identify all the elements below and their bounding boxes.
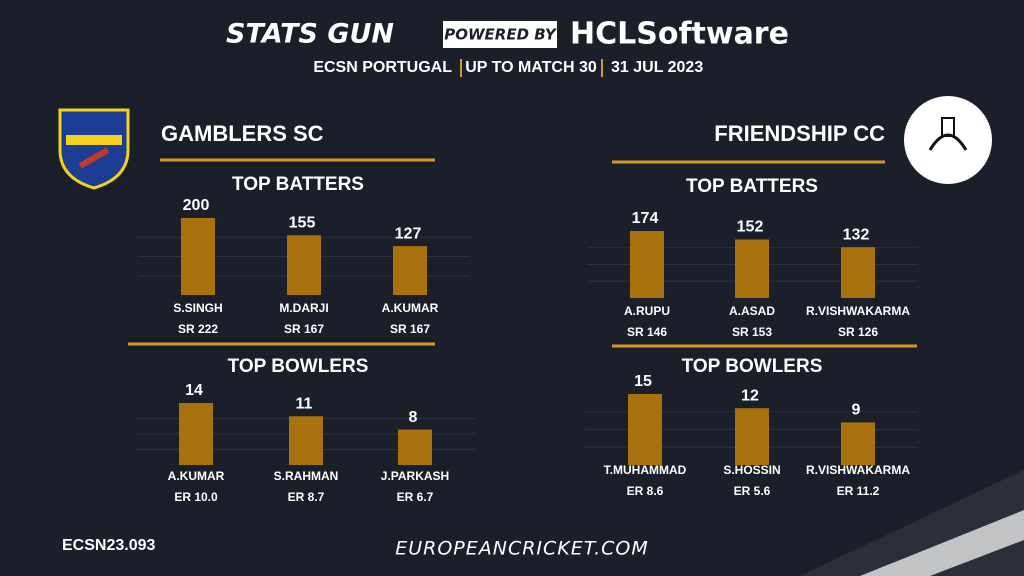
footer-site: EUROPEANCRICKET.COM — [395, 538, 649, 560]
sub-label: ER 5.6 — [734, 484, 771, 498]
value-label: 14 — [185, 382, 203, 399]
value-label: 132 — [843, 226, 870, 243]
sub-label: SR 167 — [390, 322, 430, 336]
sub-label: SR 126 — [838, 325, 878, 339]
sub-label: SR 167 — [284, 322, 324, 336]
bar — [287, 235, 321, 295]
brand: STATS GUN — [226, 19, 394, 50]
bar — [841, 422, 875, 465]
subtitle-part: ECSN PORTUGAL — [313, 59, 452, 76]
bar — [735, 408, 769, 465]
bar — [735, 239, 769, 298]
bar — [393, 246, 427, 295]
sub-label: SR 153 — [732, 325, 772, 339]
team-name: GAMBLERS SC — [161, 121, 324, 146]
sub-label: ER 8.7 — [288, 490, 325, 504]
team-logo — [904, 96, 992, 184]
value-label: 11 — [296, 396, 313, 413]
category-label: A.KUMAR — [382, 301, 439, 315]
category-label: S.HOSSIN — [723, 463, 780, 477]
bar — [630, 231, 664, 298]
value-label: 8 — [409, 409, 418, 426]
category-label: S.RAHMAN — [274, 469, 339, 483]
team-name: FRIENDSHIP CC — [714, 121, 885, 146]
bar — [841, 247, 875, 298]
value-label: 155 — [289, 215, 316, 232]
sub-label: ER 6.7 — [397, 490, 434, 504]
bar — [179, 403, 213, 465]
sub-label: SR 222 — [178, 322, 218, 336]
category-label: R.VISHWAKARMA — [806, 304, 910, 318]
sub-label: ER 10.0 — [174, 490, 218, 504]
value-label: 15 — [634, 373, 652, 390]
category-label: T.MUHAMMAD — [604, 463, 687, 477]
sub-label: SR 146 — [627, 325, 667, 339]
powered-by: POWERED BY — [444, 26, 558, 44]
subtitle-part: 31 JUL 2023 — [611, 59, 703, 76]
bar — [398, 429, 432, 465]
category-label: S.SINGH — [173, 301, 222, 315]
footer-code: ECSN23.093 — [62, 537, 155, 554]
chart-title: TOP BATTERS — [232, 174, 364, 195]
value-label: 9 — [852, 402, 861, 419]
chart-title: TOP BATTERS — [686, 176, 818, 197]
bar — [289, 416, 323, 465]
category-label: A.ASAD — [729, 304, 775, 318]
sub-label: ER 11.2 — [837, 484, 880, 498]
category-label: R.VISHWAKARMA — [806, 463, 910, 477]
category-label: A.RUPU — [624, 304, 670, 318]
subtitle-part: UP TO MATCH 30 — [465, 59, 597, 76]
value-label: 200 — [183, 197, 210, 214]
decor — [860, 510, 1024, 576]
value-label: 127 — [395, 225, 422, 242]
bar — [181, 218, 215, 295]
logo-band — [66, 135, 122, 145]
logo-mark — [941, 117, 955, 137]
category-label: J.PARKASH — [381, 469, 449, 483]
logo-bat — [78, 147, 110, 169]
powered-box — [443, 21, 557, 48]
value-label: 12 — [741, 387, 759, 404]
chart-title: TOP BOWLERS — [682, 356, 823, 377]
sponsor: HCLSoftware — [570, 17, 789, 52]
bar — [628, 394, 662, 465]
value-label: 174 — [632, 210, 659, 227]
team-logo — [58, 108, 130, 190]
chart-title: TOP BOWLERS — [228, 356, 369, 377]
value-label: 152 — [737, 219, 764, 236]
sub-label: ER 8.6 — [627, 484, 664, 498]
category-label: M.DARJI — [279, 301, 328, 315]
category-label: A.KUMAR — [168, 469, 225, 483]
